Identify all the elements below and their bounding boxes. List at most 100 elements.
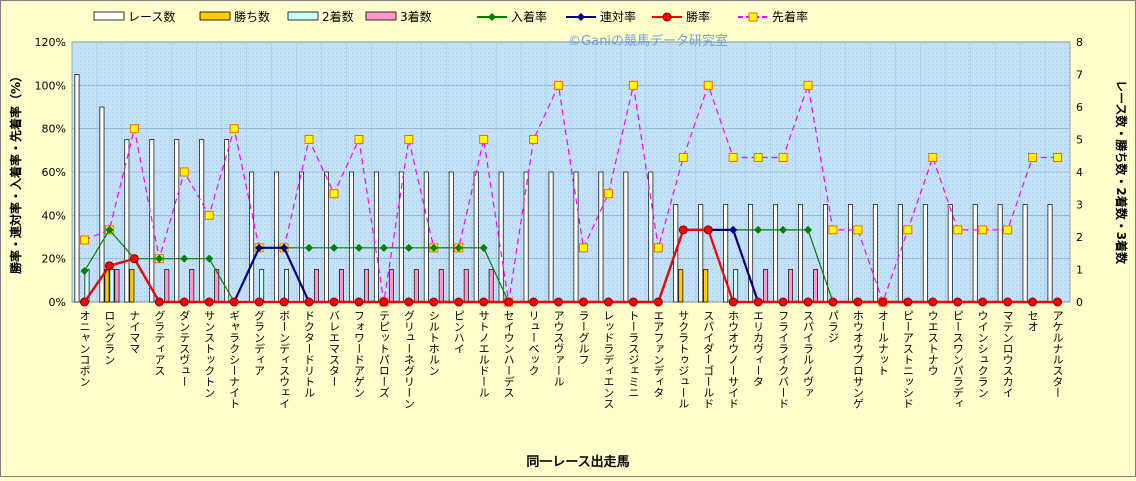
grid [71,41,1071,303]
line-marker [628,80,638,90]
line-marker [978,297,988,307]
line-marker [179,297,189,307]
line-marker [129,254,139,264]
line-marker [479,135,489,144]
line-marker [928,297,938,307]
bar [872,204,878,303]
bar [324,171,329,303]
bar [274,171,280,303]
y2-tick-label: 5 [1076,134,1083,147]
line-marker [1053,297,1063,307]
line-marker [728,297,738,307]
line-series [83,228,1058,304]
y2-tick-label: 8 [1076,36,1083,49]
line-marker [978,225,988,235]
line-marker [578,243,588,253]
bar [249,171,255,303]
line-series [84,83,1058,304]
bar [847,204,853,303]
line-marker [254,297,264,307]
x-tick-label: ナイママ [128,310,141,354]
line-marker [1003,297,1013,307]
bar [423,171,429,303]
x-tick-label: ドクタードリトル [303,310,316,398]
line-marker [603,297,613,307]
y-axis-title: 勝率・連対率・入着率・先着率（%） [8,70,23,274]
x-tick-label: オニャンコポン [78,310,91,387]
line-marker [404,297,414,307]
x-tick-label: サトノエルドール [477,310,490,398]
bar [398,171,404,303]
axes: 0% 20% 40% 60% 80% 100% 120% 0 1 2 3 4 5 6 7 8 オニャンコポン ロン… [35,36,1083,409]
bar [1047,204,1053,303]
bar [129,269,135,303]
y2-tick-label: 1 [1076,264,1083,277]
x-tick-label: リューベック [527,310,540,376]
bar [124,139,130,303]
bar [174,139,180,303]
x-tick-label: アウスヴァール [552,310,565,387]
bar [488,269,494,303]
bar [788,269,794,303]
x-tick-label: オールナット [876,310,889,376]
y2-tick-label: 0 [1076,296,1083,309]
line-marker [104,261,114,271]
line-marker [653,297,663,307]
x-tick-label: ピンハイ [452,310,465,354]
line-marker [578,297,588,307]
line-marker [728,152,738,162]
line-marker [828,225,838,235]
line-marker [229,297,239,307]
line-marker [828,297,838,307]
bar [189,269,195,303]
y2-tick-label: 4 [1076,166,1083,179]
bar [813,269,818,303]
line-marker [903,297,913,307]
line-marker [404,135,414,144]
line-marker [1028,152,1038,162]
bar [897,204,903,303]
line-marker [354,297,364,307]
watermark: ©Ganiの競馬データ研究室 [568,33,728,49]
line-marker [703,80,713,90]
bar [648,171,654,303]
line-marker [928,152,938,162]
line-marker [678,152,688,162]
line-marker [304,135,314,144]
line-marker [479,297,489,307]
line-marker [678,225,688,235]
line-marker [329,189,339,199]
x-tick-label: グランディア [253,310,266,376]
bar [224,139,230,303]
x-tick-label: ホウオウプロサンゲ [851,310,864,409]
x-tick-label: ラーグルフ [577,310,590,365]
x-tick-label: アケルナルスター [1051,310,1064,398]
line-marker [154,297,164,307]
bar [363,269,369,303]
bar [798,204,803,303]
bar [348,171,354,303]
x-tick-label: ピースワンパラディ [951,310,964,409]
line-marker [779,225,788,234]
line-marker [603,189,613,199]
line-marker [754,225,763,234]
x-axis-title: 同一レース出走馬 [526,454,629,470]
bar [598,171,604,303]
bar [823,204,828,303]
legend: レース数 勝ち数 2着数 3着数 入着率 連対率 勝率 先着率 [93,9,808,24]
line-marker [953,297,963,307]
line-marker [804,225,813,234]
bar [763,269,769,303]
line-marker [529,297,539,307]
bar [259,269,265,303]
line-marker [454,297,464,307]
legend-swatch [93,11,125,21]
bar [698,204,704,303]
line-marker [105,225,114,234]
line-marker [454,243,463,252]
line-marker [853,297,863,307]
legend-label: 2着数 [322,9,354,24]
line-marker [803,297,813,307]
legend-marker [577,13,585,21]
bar [164,269,170,303]
